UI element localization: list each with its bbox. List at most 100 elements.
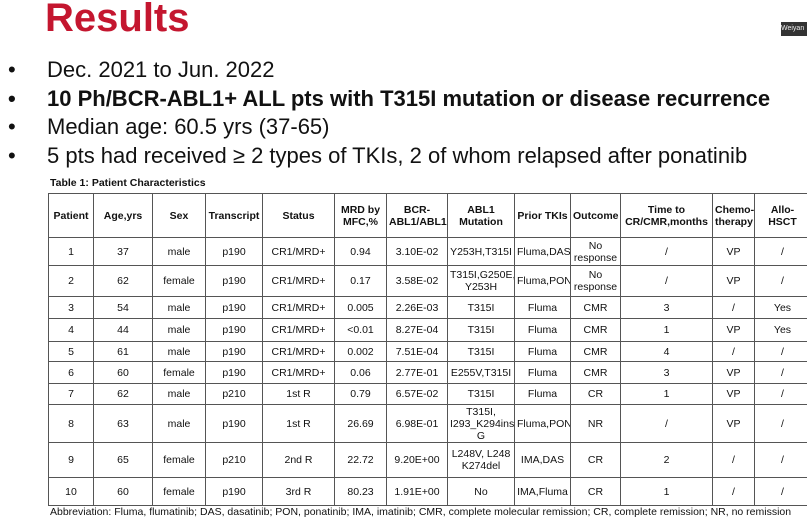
table-cell: 9 [48, 442, 94, 478]
table-cell: p190 [205, 318, 263, 342]
table-cell: 4 [48, 318, 94, 342]
table-cell: 22.72 [334, 442, 387, 478]
table-cell: IMA,Fluma [514, 477, 571, 506]
table-row: 9 65 female p210 2nd R 22.72 9.20E+00 L248V, L2… [48, 442, 807, 478]
table-cell: p190 [205, 296, 263, 319]
table-cell: / [754, 361, 807, 384]
table-cell: p210 [205, 383, 263, 405]
table-cell: 37 [93, 237, 153, 266]
table-cell: p190 [205, 477, 263, 506]
table-cell: / [620, 265, 713, 297]
table-cell: 8.27E-04 [386, 318, 448, 342]
table-cell: 0.79 [334, 383, 387, 405]
table-cell: / [754, 442, 807, 478]
table-row: 7 62 male p210 1st R 0.79 6.57E-02 T315I Fluma CR… [48, 383, 807, 405]
header-cell: Transcript [205, 193, 263, 238]
table-cell: 54 [93, 296, 153, 319]
table-row: 1 37 male p190 CR1/MRD+ 0.94 3.10E-02 Y253H,T31… [48, 237, 807, 266]
table-cell: p190 [205, 341, 263, 362]
table-cell: / [754, 265, 807, 297]
table-cell: No [447, 477, 515, 506]
table-cell: 60 [93, 361, 153, 384]
table-cell: 3 [620, 361, 713, 384]
table-caption: Table 1: Patient Characteristics [50, 177, 206, 189]
table-cell: 0.17 [334, 265, 387, 297]
table-cell: Fluma,PON [514, 265, 571, 297]
table-cell: p190 [205, 237, 263, 266]
patient-table: Patient Age,yrs Sex Transcript Status MRD by … [48, 193, 807, 506]
table-cell: 2 [48, 265, 94, 297]
table-cell: male [152, 383, 206, 405]
table-cell: / [712, 442, 755, 478]
table-cell: Fluma [514, 341, 571, 362]
table-cell: / [712, 296, 755, 319]
table-cell: / [712, 477, 755, 506]
table-cell: 3.58E-02 [386, 265, 448, 297]
table-cell: 80.23 [334, 477, 387, 506]
header-cell: BCR-ABL1/ABL1 [386, 193, 448, 238]
table-cell: p190 [205, 265, 263, 297]
table-cell: / [620, 237, 713, 266]
table-cell: 0.002 [334, 341, 387, 362]
table-cell: female [152, 265, 206, 297]
table-cell: Y253H,T315I [447, 237, 515, 266]
table-cell: male [152, 341, 206, 362]
table-cell: 1.91E+00 [386, 477, 448, 506]
title: Results [45, 0, 190, 40]
table-cell: CR1/MRD+ [262, 341, 335, 362]
table-cell: VP [712, 404, 755, 443]
table-cell: 65 [93, 442, 153, 478]
table-cell: VP [712, 318, 755, 342]
table-cell: Fluma [514, 383, 571, 405]
header-cell: Prior TKIs [514, 193, 571, 238]
header-cell: Status [262, 193, 335, 238]
header-cell: Age,yrs [93, 193, 153, 238]
table-cell: T315I [447, 318, 515, 342]
table-cell: CR1/MRD+ [262, 361, 335, 384]
bullet: Dec. 2021 to Jun. 2022 [0, 56, 770, 85]
table-cell: 26.69 [334, 404, 387, 443]
table-cell: / [754, 404, 807, 443]
table-cell: 9.20E+00 [386, 442, 448, 478]
header-row: Patient Age,yrs Sex Transcript Status MRD by … [48, 193, 807, 238]
table-cell: No response [570, 237, 621, 266]
table-row: 8 63 male p190 1st R 26.69 6.98E-01 T315I, I293… [48, 404, 807, 443]
table-cell: CMR [570, 296, 621, 319]
table-cell: 0.005 [334, 296, 387, 319]
table-cell: Fluma [514, 361, 571, 384]
table-cell: T315I,G250E, Y253H [447, 265, 515, 297]
table-cell: p210 [205, 442, 263, 478]
table-row: 5 61 male p190 CR1/MRD+ 0.002 7.51E-04 T315I Flu… [48, 341, 807, 362]
header-cell: Patient [48, 193, 94, 238]
table-cell: Fluma [514, 318, 571, 342]
table-row: 2 62 female p190 CR1/MRD+ 0.17 3.58E-02 T315I,G… [48, 265, 807, 297]
table-cell: 8 [48, 404, 94, 443]
header-cell: Sex [152, 193, 206, 238]
bullet: Median age: 60.5 yrs (37-65) [0, 113, 770, 142]
table-cell: T315I [447, 341, 515, 362]
table-cell: NR [570, 404, 621, 443]
table-cell: Fluma,DAS [514, 237, 571, 266]
table-cell: 61 [93, 341, 153, 362]
table-cell: / [754, 383, 807, 405]
table-cell: 2.77E-01 [386, 361, 448, 384]
table-cell: VP [712, 265, 755, 297]
table-cell: 7 [48, 383, 94, 405]
table-cell: 3 [48, 296, 94, 319]
table-cell: / [620, 404, 713, 443]
header-cell: Allo-HSCT [754, 193, 807, 238]
table-cell: CMR [570, 318, 621, 342]
table-cell: VP [712, 237, 755, 266]
table-cell: 62 [93, 383, 153, 405]
table-cell: 1 [620, 477, 713, 506]
table-cell: 0.94 [334, 237, 387, 266]
table-cell: 1st R [262, 404, 335, 443]
table-cell: CR1/MRD+ [262, 265, 335, 297]
table-cell: male [152, 237, 206, 266]
bullet: 5 pts had received ≥ 2 types of TKIs, 2 … [0, 142, 770, 171]
table-cell: 6.98E-01 [386, 404, 448, 443]
table-cell: 1 [620, 318, 713, 342]
table-cell: 44 [93, 318, 153, 342]
table-cell: 3rd R [262, 477, 335, 506]
